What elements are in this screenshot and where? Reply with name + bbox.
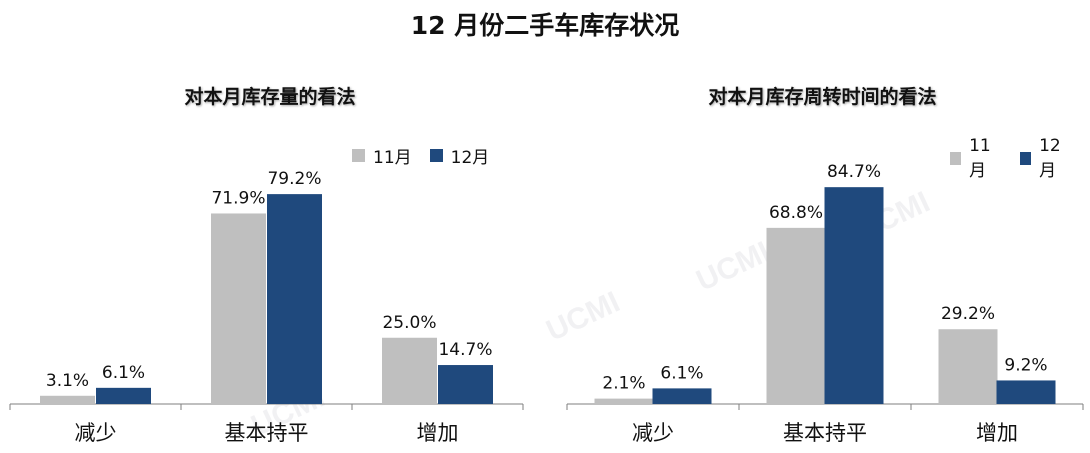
legend-label-dec: 12月 (1039, 136, 1061, 181)
bar-chart-turnover-time: 减少 2.1% 6.1% 基本持平 68.8% 84.7% 增加 29.2% 9.2% (566, 162, 1084, 445)
x-tick-label: 增加 (976, 421, 1018, 445)
data-label: 9.2% (1004, 355, 1047, 375)
bar-nov (211, 213, 266, 404)
data-label: 6.1% (102, 363, 145, 383)
bar-nov (594, 398, 654, 404)
bar-dec (996, 380, 1056, 404)
x-tick-label: 减少 (632, 421, 674, 445)
data-label: 84.7% (827, 162, 881, 182)
legend-label-nov: 11月 (373, 148, 412, 168)
chart-panel-turnover-time: 对本月库存周转时间的看法 11月 12月 UCMI UCMI 减少 2.1% 6.1… (555, 0, 1090, 453)
legend-label-dec: 12月 (450, 148, 490, 168)
chart-title: 对本月库存量的看法 (184, 86, 356, 108)
bar-nov (40, 395, 95, 404)
chart-title: 对本月库存周转时间的看法 (708, 86, 937, 108)
chart-legend: 11月 12月 (352, 143, 507, 168)
x-tick-label: 基本持平 (225, 421, 309, 445)
data-label: 79.2% (267, 169, 321, 189)
legend-swatch-dec (429, 149, 443, 162)
bar-nov (382, 337, 437, 404)
data-label: 3.1% (46, 371, 89, 391)
x-tick-label: 减少 (75, 421, 117, 445)
bar-dec (96, 387, 151, 404)
data-label: 6.1% (660, 363, 703, 383)
bar-dec (438, 365, 493, 404)
data-label: 29.2% (941, 304, 995, 324)
data-label: 14.7% (438, 340, 492, 360)
legend-swatch-nov (950, 152, 962, 165)
x-tick-label: 增加 (417, 421, 459, 445)
data-label: 68.8% (769, 203, 823, 223)
bar-nov (766, 227, 826, 404)
bar-dec (824, 187, 884, 404)
chart-panel-inventory-volume: 对本月库存量的看法 11月 12月 UCMI UCMI 减少 3.1% 6.1% 基本… (0, 0, 625, 453)
bar-dec (267, 194, 322, 404)
bar-dec (652, 388, 712, 404)
bar-nov (938, 329, 998, 404)
page-title: 12 月份二手车库存状况 (410, 11, 680, 40)
data-label: 2.1% (602, 374, 645, 394)
legend-swatch-dec (1020, 152, 1032, 165)
legend-label-nov: 11月 (969, 136, 991, 181)
bar-chart-inventory-volume: 减少 3.1% 6.1% 基本持平 71.9%79.2% 增加 25.0%14.7% (9, 169, 524, 445)
data-label: 71.9% (211, 188, 265, 208)
x-tick-label: 基本持平 (783, 421, 867, 445)
chart-legend: 11月 12月 (950, 136, 1090, 181)
legend-swatch-nov (352, 149, 365, 162)
data-label: 25.0% (382, 313, 436, 333)
